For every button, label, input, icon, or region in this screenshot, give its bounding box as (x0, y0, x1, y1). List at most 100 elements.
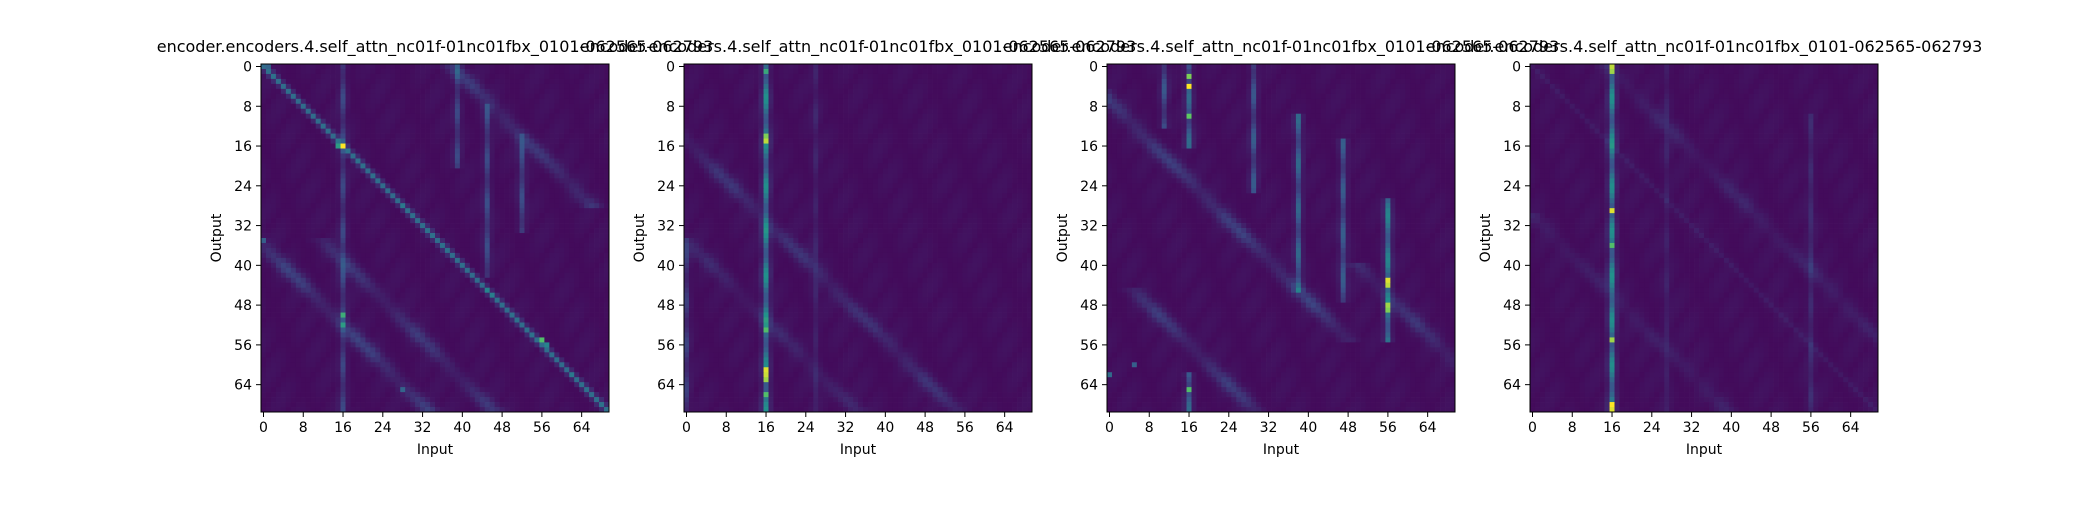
heatmap-cell (439, 372, 446, 378)
heatmap-cell (335, 332, 341, 338)
heatmap-cell (435, 83, 441, 90)
heatmap-cell (604, 287, 610, 294)
heatmap-cell (385, 277, 391, 284)
heatmap-cell (574, 402, 580, 408)
heatmap-cell (892, 64, 899, 70)
heatmap-cell (380, 347, 386, 353)
heatmap-cell (365, 407, 371, 413)
heatmap-cell (410, 108, 416, 115)
heatmap-cell (524, 153, 530, 159)
heatmap-cell (484, 163, 491, 169)
heatmap-cell (549, 218, 555, 224)
heatmap-cell (330, 188, 336, 194)
heatmap-cell (564, 113, 570, 120)
heatmap-cell (529, 307, 535, 313)
heatmap-cell (594, 317, 600, 323)
heatmap-cell (579, 228, 585, 234)
heatmap-cell (395, 407, 401, 413)
heatmap-cell (529, 188, 535, 194)
heatmap-cell (489, 113, 496, 120)
heatmap-cell (430, 148, 436, 154)
heatmap-cell (320, 213, 326, 219)
heatmap-cell (484, 78, 491, 85)
heatmap-cell (400, 158, 406, 164)
heatmap-cell (449, 168, 456, 174)
heatmap-cell (574, 367, 580, 373)
heatmap-cell (479, 352, 486, 358)
heatmap-cell (509, 402, 515, 408)
heatmap-cell (599, 267, 605, 274)
heatmap-cell (604, 83, 610, 90)
heatmap-cell (564, 372, 570, 378)
heatmap-cell (315, 332, 322, 338)
heatmap-cell (449, 198, 456, 204)
heatmap-cell (574, 218, 580, 224)
heatmap-cell (420, 257, 426, 264)
heatmap-cell (435, 267, 441, 274)
heatmap-cell (464, 282, 471, 289)
heatmap-cell (350, 113, 356, 120)
heatmap-cell (569, 312, 575, 318)
heatmap-cell (261, 262, 267, 269)
heatmap-cell (539, 267, 545, 274)
heatmap-cell (519, 83, 525, 90)
heatmap-cell (395, 302, 401, 308)
heatmap-cell (345, 282, 351, 289)
heatmap-cell (484, 188, 491, 194)
heatmap-cell (320, 362, 326, 368)
heatmap-cell (415, 347, 421, 353)
heatmap-cell (435, 228, 441, 234)
heatmap-cell (400, 68, 406, 75)
heatmap-cell (430, 342, 436, 348)
heatmap-cell (400, 402, 406, 408)
heatmap-cell (405, 372, 411, 378)
heatmap-cell (519, 327, 525, 333)
heatmap-cell (549, 247, 555, 254)
heatmap-cell (375, 78, 381, 85)
heatmap-cell (449, 133, 456, 139)
heatmap-cell (449, 223, 456, 229)
heatmap-cell (534, 312, 540, 318)
heatmap-cell (599, 163, 605, 169)
heatmap-cell (489, 317, 496, 323)
heatmap-cell (444, 73, 451, 80)
heatmap-cell (405, 158, 411, 164)
heatmap-cell (474, 407, 481, 413)
heatmap-cell (574, 332, 580, 338)
heatmap-cell (464, 262, 471, 269)
heatmap-cell (489, 108, 496, 115)
heatmap-cell (584, 228, 590, 234)
heatmap-cell (405, 223, 411, 229)
heatmap-cell (345, 143, 351, 149)
heatmap-cell (554, 407, 560, 413)
heatmap-cell (554, 228, 560, 234)
heatmap-cell (469, 168, 476, 174)
heatmap-cell (499, 247, 505, 254)
heatmap-cell (295, 367, 302, 373)
heatmap-cell (539, 367, 545, 373)
heatmap-cell (484, 148, 491, 154)
heatmap-cell (449, 178, 456, 184)
heatmap-cell (385, 312, 391, 318)
heatmap-cell (479, 362, 486, 368)
heatmap-cell (420, 277, 426, 284)
heatmap-cell (310, 158, 317, 164)
heatmap-cell (534, 257, 540, 264)
heatmap-cell (320, 267, 326, 274)
heatmap-cell (559, 64, 565, 70)
heatmap-cell (479, 297, 486, 303)
heatmap-cell (380, 93, 386, 100)
heatmap-cell (459, 143, 466, 149)
heatmap-cell (569, 317, 575, 323)
heatmap-cell (410, 382, 416, 388)
heatmap-cell (599, 98, 605, 105)
heatmap-cell (569, 277, 575, 284)
heatmap-cell (415, 213, 421, 219)
heatmap-cell (584, 287, 590, 294)
heatmap-cell (365, 68, 371, 75)
heatmap-cell (579, 312, 585, 318)
heatmap-cell (385, 317, 391, 323)
heatmap-cell (494, 392, 500, 398)
heatmap-cell (484, 407, 491, 413)
heatmap-cell (594, 88, 600, 95)
